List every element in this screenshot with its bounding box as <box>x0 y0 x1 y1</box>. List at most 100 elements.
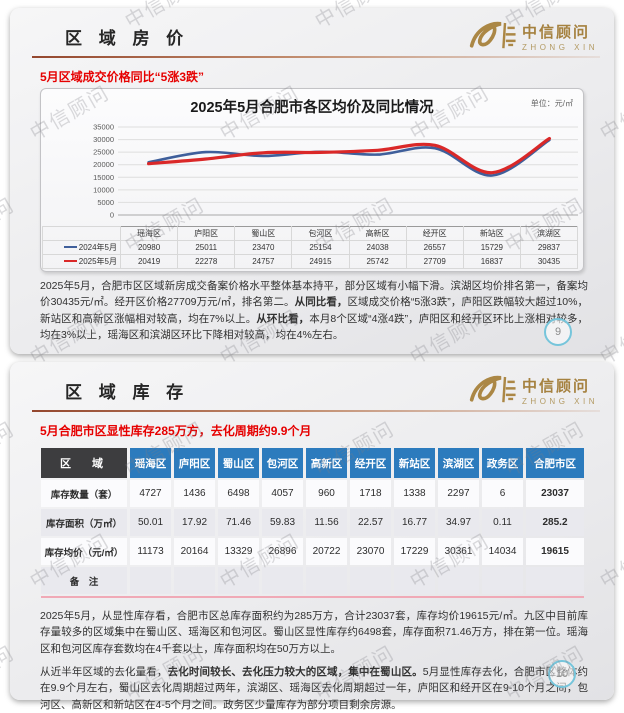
value-cell: 22.57 <box>350 509 391 536</box>
value-cell <box>218 567 259 594</box>
legend-swatch-icon <box>63 259 77 262</box>
category-label: 包河区 <box>291 226 350 241</box>
price-chart-svg: 0 5000 10000 15000 20000 25000 30000 35000 <box>93 123 578 220</box>
chart-plot-area: 0 5000 10000 15000 20000 25000 30000 35000 <box>42 119 583 226</box>
inventory-table: 区 域瑶海区 庐阳区 蜀山区 包河区 高新区 经开区 新站区 滨湖区 政务区 合肥市区 库存数量（套… <box>38 446 587 596</box>
value-cell: 34.97 <box>438 509 479 536</box>
value-cell: 6498 <box>218 480 259 507</box>
column-header: 政务区 <box>482 448 523 478</box>
value-cell: 59.83 <box>262 509 303 536</box>
value-cell: 23470 <box>234 240 293 255</box>
value-cell: 17.92 <box>174 509 215 536</box>
brand-name-en: ZHONG XIN <box>522 396 598 406</box>
column-header: 瑶海区 <box>130 448 171 478</box>
chart-table-header: 瑶海区 庐阳区 蜀山区 包河区 高新区 经开区 新站区 滨湖区 <box>42 226 579 241</box>
brand-logo: 中信顾问 ZHONG XIN <box>466 372 598 408</box>
legend-key: 2025年5月 <box>42 254 121 269</box>
value-cell: 16837 <box>462 254 521 269</box>
value-cell: 24038 <box>348 240 407 255</box>
page-number-badge: 10 <box>548 660 576 688</box>
value-cell: 26557 <box>405 240 464 255</box>
chart-table-row: 2025年5月 20419 22278 24757 24915 25742 27709 168… <box>42 254 579 269</box>
value-cell: 25011 <box>177 240 236 255</box>
row-label: 库存均价（元/㎡） <box>41 538 127 565</box>
value-cell: 26896 <box>262 538 303 565</box>
value-cell: 13329 <box>218 538 259 565</box>
value-cell: 20722 <box>306 538 347 565</box>
inventory-table-wrap: 区 域瑶海区 庐阳区 蜀山区 包河区 高新区 经开区 新站区 滨湖区 政务区 合肥市区 库存数量（套… <box>38 446 587 598</box>
slide-subtitle: 5月合肥市区显性库存285万方，去化周期约9.9个月 <box>40 424 312 438</box>
inventory-row: 备 注 <box>41 567 584 594</box>
value-cell: 22278 <box>177 254 236 269</box>
value-cell: 17229 <box>394 538 435 565</box>
column-header: 庐阳区 <box>174 448 215 478</box>
column-header: 高新区 <box>306 448 347 478</box>
chart-table-row: 2024年5月 20980 25011 23470 25154 24038 26557 157… <box>42 240 579 255</box>
value-cell: 23037 <box>526 480 584 507</box>
value-cell: 25154 <box>291 240 350 255</box>
corner-cell: 区 域 <box>41 448 127 478</box>
legend-swatch-icon <box>63 245 77 248</box>
value-cell: 4057 <box>262 480 303 507</box>
analysis-paragraph-2: 从近半年区域的去化量看，去化时间较长、去化压力较大的区域，集中在蜀山区。5月显性… <box>40 666 589 711</box>
brand-name-en: ZHONG XIN <box>522 42 598 52</box>
value-cell <box>262 567 303 594</box>
column-header: 滨湖区 <box>438 448 479 478</box>
value-cell: 23070 <box>350 538 391 565</box>
page-number-badge: 9 <box>544 318 572 346</box>
analysis-paragraph-1: 2025年5月，从显性库存看，合肥市区总库存面积约为285万方，合计23037套… <box>40 610 588 655</box>
legend-key: 2024年5月 <box>42 240 121 255</box>
series-line-0 <box>147 138 551 177</box>
category-label: 高新区 <box>348 226 407 241</box>
header-divider <box>32 56 600 58</box>
value-cell: 29837 <box>519 240 579 255</box>
y-tick-label: 0 <box>110 211 114 220</box>
value-cell: 30435 <box>519 254 579 269</box>
corner <box>42 226 121 241</box>
column-header: 经开区 <box>350 448 391 478</box>
y-tick-label: 30000 <box>93 135 114 144</box>
chart-unit-label: 单位：元/㎡ <box>530 99 573 108</box>
value-cell: 1338 <box>394 480 435 507</box>
value-cell: 2297 <box>438 480 479 507</box>
series-line-1 <box>147 136 551 175</box>
value-cell: 1436 <box>174 480 215 507</box>
column-header: 新站区 <box>394 448 435 478</box>
value-cell <box>482 567 523 594</box>
brand-name-cn: 中信顾问 <box>522 377 591 395</box>
brand-logo: 中信顾问 ZHONG XIN <box>466 18 598 54</box>
value-cell: 4727 <box>130 480 171 507</box>
analysis-paragraph: 2025年5月，合肥市区区域新房成交备案价格水平整体基本持平，部分区域有小幅下滑… <box>40 280 589 341</box>
price-chart: 2025年5月合肥市各区均价及同比情况 单位：元/㎡ 0 5000 10000 150… <box>40 88 584 272</box>
row-label: 库存数量（套） <box>41 480 127 507</box>
brand-name-cn: 中信顾问 <box>522 23 591 41</box>
value-cell <box>526 567 584 594</box>
inventory-row: 库存数量（套） 4727 1436 6498 4057 960 1718 1338 2297 6 2… <box>41 480 584 507</box>
y-tick-label: 10000 <box>93 185 114 194</box>
value-cell: 50.01 <box>130 509 171 536</box>
brand-logo-icon <box>469 375 516 403</box>
column-header: 合肥市区 <box>526 448 584 478</box>
inventory-row: 库存面积（万㎡） 50.01 17.92 71.46 59.83 11.56 22.57 16… <box>41 509 584 536</box>
value-cell: 20164 <box>174 538 215 565</box>
slide-title: 区 域 库 存 <box>65 383 190 402</box>
y-tick-label: 15000 <box>93 173 114 182</box>
value-cell: 11173 <box>130 538 171 565</box>
y-tick-label: 5000 <box>97 198 114 207</box>
value-cell: 0.11 <box>482 509 523 536</box>
row-label: 库存面积（万㎡） <box>41 509 127 536</box>
header-divider <box>32 410 600 412</box>
value-cell: 1718 <box>350 480 391 507</box>
value-cell <box>438 567 479 594</box>
value-cell <box>394 567 435 594</box>
y-tick-label: 25000 <box>93 148 114 157</box>
slide-region-inventory: 区 域 库 存 中信顾问 ZHONG XIN 5月合肥市区显性库存285万方，去… <box>10 362 614 711</box>
value-cell <box>350 567 391 594</box>
value-cell: 24915 <box>291 254 350 269</box>
value-cell: 24757 <box>234 254 293 269</box>
row-label: 备 注 <box>41 567 127 594</box>
value-cell: 16.77 <box>394 509 435 536</box>
value-cell: 960 <box>306 480 347 507</box>
value-cell: 6 <box>482 480 523 507</box>
inventory-row: 库存均价（元/㎡） 11173 20164 13329 26896 20722 23070 1… <box>41 538 584 565</box>
